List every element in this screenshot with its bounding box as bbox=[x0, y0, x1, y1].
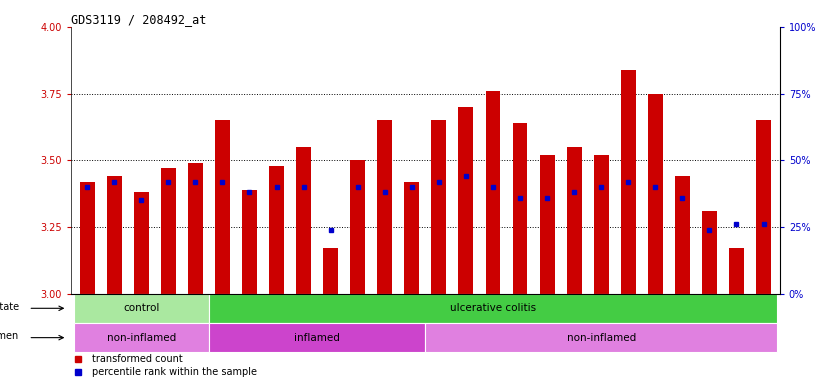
Text: ulcerative colitis: ulcerative colitis bbox=[450, 303, 536, 313]
Bar bbox=[620, 70, 636, 294]
Bar bbox=[729, 248, 744, 294]
Bar bbox=[269, 166, 284, 294]
Text: percentile rank within the sample: percentile rank within the sample bbox=[92, 367, 257, 377]
Text: control: control bbox=[123, 303, 159, 313]
Bar bbox=[242, 190, 257, 294]
Bar bbox=[73, 323, 208, 352]
Bar bbox=[208, 323, 425, 352]
Bar bbox=[485, 91, 500, 294]
Bar bbox=[404, 182, 420, 294]
Bar bbox=[350, 160, 365, 294]
Bar bbox=[675, 176, 690, 294]
Text: non-inflamed: non-inflamed bbox=[107, 333, 176, 343]
Text: transformed count: transformed count bbox=[92, 354, 183, 364]
Bar bbox=[161, 168, 176, 294]
Bar bbox=[324, 248, 338, 294]
Text: specimen: specimen bbox=[0, 331, 19, 341]
Text: GDS3119 / 208492_at: GDS3119 / 208492_at bbox=[71, 13, 206, 26]
Bar bbox=[594, 155, 609, 294]
Bar bbox=[133, 192, 148, 294]
Bar bbox=[567, 147, 581, 294]
Bar bbox=[208, 294, 777, 323]
Bar bbox=[215, 120, 230, 294]
Bar bbox=[188, 163, 203, 294]
Bar bbox=[459, 107, 474, 294]
Bar bbox=[107, 176, 122, 294]
Bar bbox=[296, 147, 311, 294]
Bar bbox=[756, 120, 771, 294]
Bar bbox=[73, 294, 208, 323]
Text: non-inflamed: non-inflamed bbox=[566, 333, 636, 343]
Bar bbox=[648, 94, 663, 294]
Text: disease state: disease state bbox=[0, 302, 19, 312]
Bar bbox=[702, 211, 717, 294]
Bar bbox=[431, 120, 446, 294]
Bar bbox=[540, 155, 555, 294]
Bar bbox=[425, 323, 777, 352]
Text: inflamed: inflamed bbox=[294, 333, 340, 343]
Bar bbox=[377, 120, 392, 294]
Bar bbox=[513, 123, 527, 294]
Bar bbox=[80, 182, 94, 294]
